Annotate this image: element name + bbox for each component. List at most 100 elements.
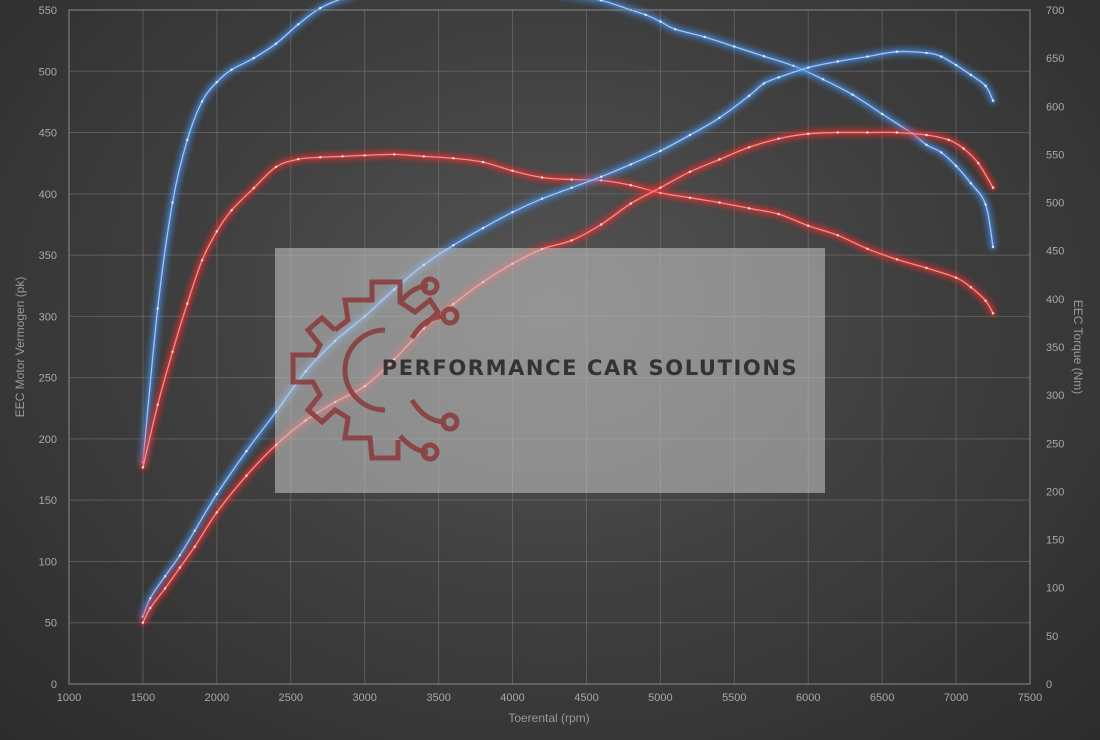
left-tick-label: 100 bbox=[39, 556, 57, 568]
data-point bbox=[836, 234, 839, 237]
data-point bbox=[895, 131, 899, 134]
data-point bbox=[807, 66, 810, 69]
x-tick-label: 4500 bbox=[574, 692, 598, 704]
right-tick-label: 0 bbox=[1046, 679, 1052, 691]
data-point bbox=[363, 154, 366, 157]
data-point bbox=[511, 169, 514, 172]
data-point bbox=[925, 133, 928, 137]
circuit-node-3 bbox=[440, 412, 460, 432]
left-tick-label: 400 bbox=[39, 189, 57, 201]
right-tick-label: 500 bbox=[1046, 198, 1064, 210]
data-point bbox=[171, 201, 174, 204]
data-point bbox=[969, 286, 973, 289]
watermark-panel bbox=[275, 248, 825, 493]
data-point bbox=[777, 76, 780, 79]
data-point bbox=[984, 203, 987, 206]
data-point bbox=[807, 132, 810, 135]
data-point bbox=[718, 201, 721, 204]
data-point bbox=[925, 266, 928, 270]
data-point bbox=[940, 55, 943, 58]
data-point bbox=[149, 606, 152, 610]
data-point bbox=[977, 162, 980, 165]
data-point bbox=[171, 350, 174, 353]
data-point bbox=[245, 474, 248, 477]
data-point bbox=[984, 84, 987, 88]
right-tick-label: 550 bbox=[1046, 149, 1064, 161]
series-line bbox=[142, 131, 994, 624]
data-point bbox=[163, 575, 167, 578]
gear-circuit-logo bbox=[290, 276, 460, 462]
x-tick-label: 2000 bbox=[205, 692, 229, 704]
series-2 bbox=[140, 151, 996, 470]
data-point bbox=[747, 146, 751, 149]
left-axis-ticks: 0 50 100 150 200 250 300 350 400 450 500 550 bbox=[39, 5, 57, 691]
data-point bbox=[540, 197, 544, 200]
x-axis-title: Toerental (rpm) bbox=[508, 711, 589, 725]
data-point bbox=[141, 466, 145, 469]
left-tick-label: 50 bbox=[45, 618, 57, 630]
data-point bbox=[954, 164, 958, 168]
left-tick-label: 150 bbox=[39, 495, 57, 507]
x-tick-label: 2500 bbox=[279, 692, 303, 704]
x-tick-label: 7500 bbox=[1018, 692, 1042, 704]
data-point bbox=[186, 302, 189, 305]
data-point bbox=[733, 45, 736, 48]
data-point bbox=[718, 116, 721, 120]
data-point bbox=[200, 259, 204, 262]
data-point bbox=[954, 276, 958, 279]
data-point bbox=[836, 131, 839, 134]
data-point bbox=[230, 209, 233, 212]
circuit-traces bbox=[398, 283, 447, 455]
gear-inner-arc bbox=[342, 327, 386, 413]
data-point bbox=[895, 50, 899, 53]
right-tick-label: 650 bbox=[1046, 53, 1064, 65]
data-point bbox=[925, 143, 928, 146]
x-tick-label: 6000 bbox=[796, 692, 820, 704]
left-tick-label: 550 bbox=[39, 5, 57, 17]
data-point bbox=[688, 196, 692, 199]
data-point bbox=[792, 64, 795, 68]
x-tick-label: 1000 bbox=[57, 692, 81, 704]
left-tick-label: 300 bbox=[39, 311, 57, 323]
data-point bbox=[452, 157, 455, 160]
data-point bbox=[600, 223, 603, 226]
x-tick-label: 6500 bbox=[870, 692, 894, 704]
watermark: PERFORMANCE CAR SOLUTIONS bbox=[275, 248, 825, 493]
left-tick-label: 450 bbox=[39, 128, 57, 140]
data-point bbox=[186, 138, 189, 142]
data-point bbox=[925, 51, 928, 55]
series-1 bbox=[140, 0, 996, 465]
data-point bbox=[659, 20, 662, 23]
x-axis-ticks: 1000 1500 2000 2500 3000 3500 4000 4500 5000 5500… bbox=[57, 692, 1042, 704]
right-tick-label: 400 bbox=[1046, 294, 1064, 306]
data-point bbox=[984, 299, 987, 302]
x-tick-label: 3000 bbox=[352, 692, 376, 704]
data-point bbox=[570, 178, 573, 181]
x-tick-label: 4000 bbox=[500, 692, 524, 704]
data-point bbox=[600, 179, 603, 182]
circuit-node-2 bbox=[440, 306, 460, 326]
data-point bbox=[156, 307, 159, 310]
data-point bbox=[881, 112, 884, 116]
data-point bbox=[452, 244, 455, 247]
right-tick-label: 250 bbox=[1046, 438, 1064, 450]
x-tick-label: 5500 bbox=[722, 692, 746, 704]
data-point bbox=[991, 312, 995, 315]
right-tick-label: 150 bbox=[1046, 535, 1064, 547]
left-tick-label: 200 bbox=[39, 434, 57, 446]
left-axis-title: EEC Motor Vermogen (pk) bbox=[13, 277, 27, 418]
data-point bbox=[215, 81, 218, 84]
series-line bbox=[142, 153, 994, 469]
data-point bbox=[163, 587, 167, 590]
data-point bbox=[230, 68, 233, 71]
data-point bbox=[866, 131, 869, 134]
data-point bbox=[215, 511, 218, 514]
data-point bbox=[215, 492, 218, 496]
data-point bbox=[895, 258, 899, 261]
data-point bbox=[866, 247, 869, 250]
data-point bbox=[600, 0, 603, 2]
right-tick-label: 450 bbox=[1046, 246, 1064, 258]
data-point bbox=[341, 155, 344, 158]
data-point bbox=[991, 186, 995, 189]
